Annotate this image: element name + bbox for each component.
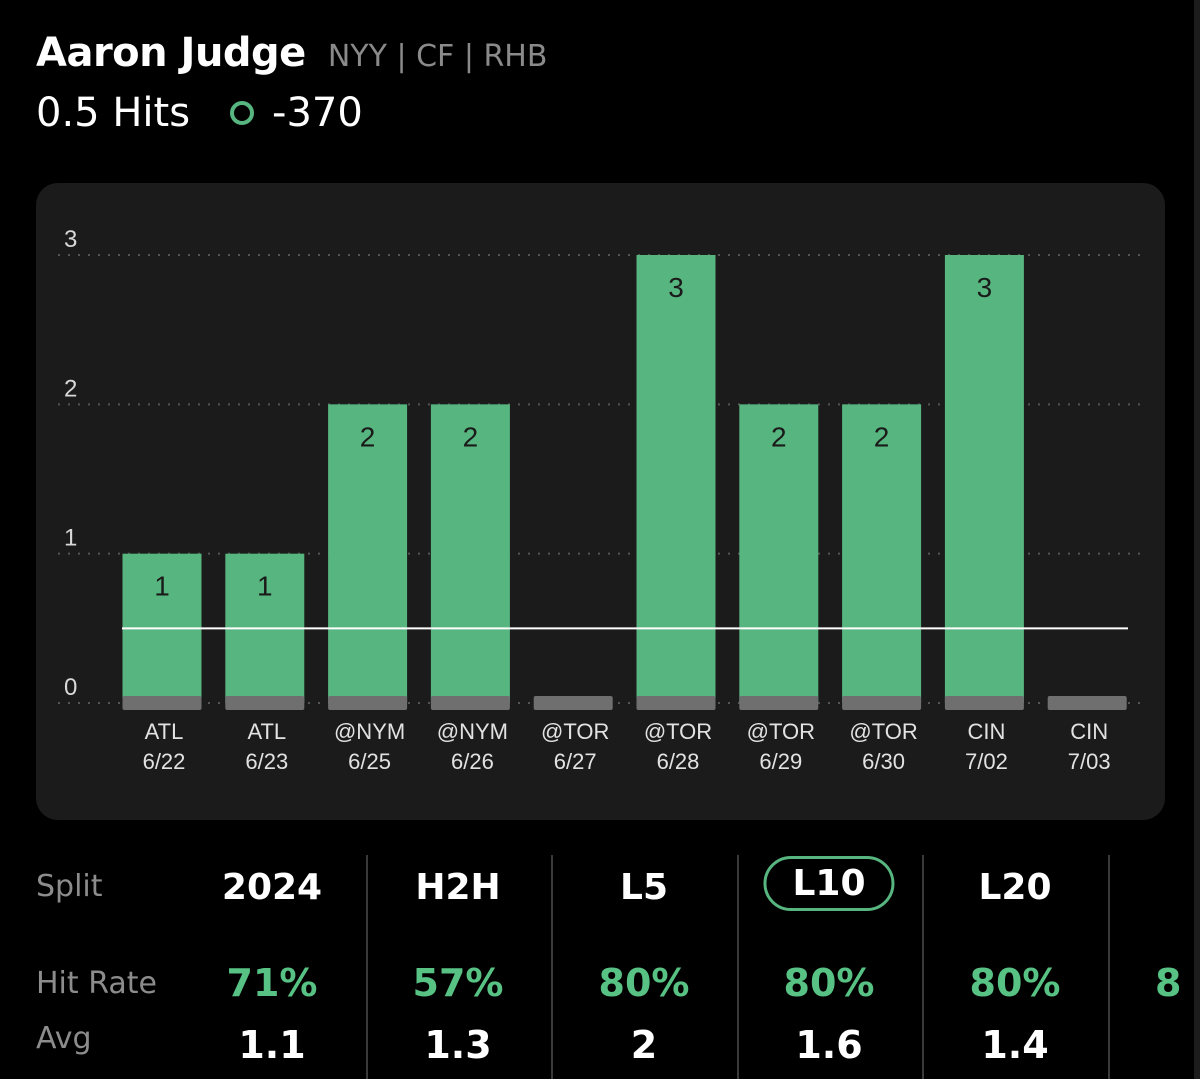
- bar-value-label: 2: [874, 421, 890, 452]
- split-tab-l5[interactable]: L5: [620, 867, 668, 908]
- x-tick-opponent: @NYM: [437, 719, 508, 744]
- x-tick-date: 6/30: [862, 749, 905, 774]
- x-tick-opponent: ATL: [247, 719, 286, 744]
- x-tick-opponent: ATL: [145, 719, 184, 744]
- player-name: Aaron Judge: [36, 30, 306, 76]
- split-tab-l10-selected[interactable]: L10: [763, 856, 895, 911]
- hit-rate-value: 80%: [969, 961, 1061, 1005]
- prop-line: 0.5 Hits: [36, 90, 191, 136]
- split-tab-l20[interactable]: L20: [978, 867, 1052, 908]
- hit-rate-value: 80%: [598, 961, 690, 1005]
- x-tick-date: 6/25: [348, 749, 391, 774]
- x-tick-date: 6/28: [657, 749, 700, 774]
- bar: [636, 255, 716, 703]
- bar-value-label: 3: [977, 272, 993, 303]
- bar-base: [225, 696, 305, 710]
- bar-value-label: 2: [360, 421, 376, 452]
- y-tick-label: 2: [64, 375, 77, 402]
- x-tick-date: 6/27: [554, 749, 597, 774]
- bar-base: [533, 696, 613, 710]
- bar-value-label: 3: [668, 272, 684, 303]
- hit-rate-value-partial: 8: [1155, 961, 1182, 1005]
- x-tick-opponent: @TOR: [541, 719, 609, 744]
- avg-value: 1.4: [981, 1023, 1049, 1067]
- bar-base: [842, 696, 922, 710]
- bar: [842, 404, 922, 703]
- split-row-label: Split: [36, 869, 103, 904]
- bar-base: [430, 696, 510, 710]
- hit-rate-value: 80%: [783, 961, 875, 1005]
- bar-base: [739, 696, 819, 710]
- avg-value: 1.1: [238, 1023, 306, 1067]
- odds-value: -370: [272, 90, 363, 136]
- x-tick-opponent: @TOR: [644, 719, 712, 744]
- bar-base: [944, 696, 1024, 710]
- avg-value: 1.6: [795, 1023, 863, 1067]
- bar-value-label: 1: [154, 571, 170, 602]
- column-divider: [922, 855, 924, 1079]
- hit-rate-row-label: Hit Rate: [36, 966, 157, 1001]
- x-tick-opponent: @TOR: [747, 719, 815, 744]
- circle-outline-icon: [230, 101, 255, 125]
- avg-value: 2: [630, 1023, 658, 1067]
- x-tick-opponent: @TOR: [849, 719, 917, 744]
- bar-base: [328, 696, 408, 710]
- bar-value-label: 2: [463, 421, 479, 452]
- column-divider: [1108, 855, 1110, 1079]
- splits-table: Split Hit Rate Avg 2024 71% 1.1 H2H 57% …: [0, 855, 1200, 1079]
- x-tick-date: 6/23: [245, 749, 288, 774]
- x-tick-opponent: @NYM: [334, 719, 405, 744]
- hit-rate-value: 57%: [412, 961, 504, 1005]
- hits-bar-chart: 0 1 2 3 1 ATL 6/22 1 ATL 6/23 2 @NYM 6/25 2 @NYM 6/26 @T…: [58, 226, 1141, 774]
- bar-base: [636, 696, 716, 710]
- x-tick-date: 7/03: [1068, 749, 1111, 774]
- x-tick-date: 6/29: [759, 749, 802, 774]
- bar-base: [122, 696, 202, 710]
- column-divider: [737, 855, 739, 1079]
- split-tab-h2h[interactable]: H2H: [415, 867, 501, 908]
- bar: [739, 404, 819, 703]
- scrollbar[interactable]: [1194, 0, 1200, 1079]
- column-divider: [551, 855, 553, 1079]
- bar-value-label: 1: [257, 571, 273, 602]
- bar: [430, 404, 510, 703]
- bar-value-label: 2: [771, 421, 787, 452]
- y-tick-label: 1: [64, 525, 77, 552]
- x-tick-date: 6/26: [451, 749, 494, 774]
- x-tick-date: 7/02: [965, 749, 1008, 774]
- avg-value: 1.3: [424, 1023, 492, 1067]
- bar: [328, 404, 408, 703]
- hit-rate-value: 71%: [226, 961, 318, 1005]
- y-tick-label: 0: [64, 674, 77, 701]
- split-tab-2024[interactable]: 2024: [221, 867, 323, 908]
- column-divider: [366, 855, 368, 1079]
- x-tick-date: 6/22: [143, 749, 186, 774]
- player-header: Aaron Judge NYY | CF | RHB 0.5 Hits -370: [36, 30, 547, 136]
- x-tick-opponent: CIN: [967, 719, 1005, 744]
- bar: [944, 255, 1024, 703]
- avg-row-label: Avg: [36, 1021, 92, 1056]
- bar-base: [1047, 696, 1127, 710]
- y-tick-label: 3: [64, 226, 77, 253]
- hits-chart-card: 0 1 2 3 1 ATL 6/22 1 ATL 6/23 2 @NYM 6/25 2 @NYM 6/26 @T…: [36, 183, 1165, 820]
- x-tick-opponent: CIN: [1070, 719, 1108, 744]
- player-meta: NYY | CF | RHB: [327, 39, 548, 74]
